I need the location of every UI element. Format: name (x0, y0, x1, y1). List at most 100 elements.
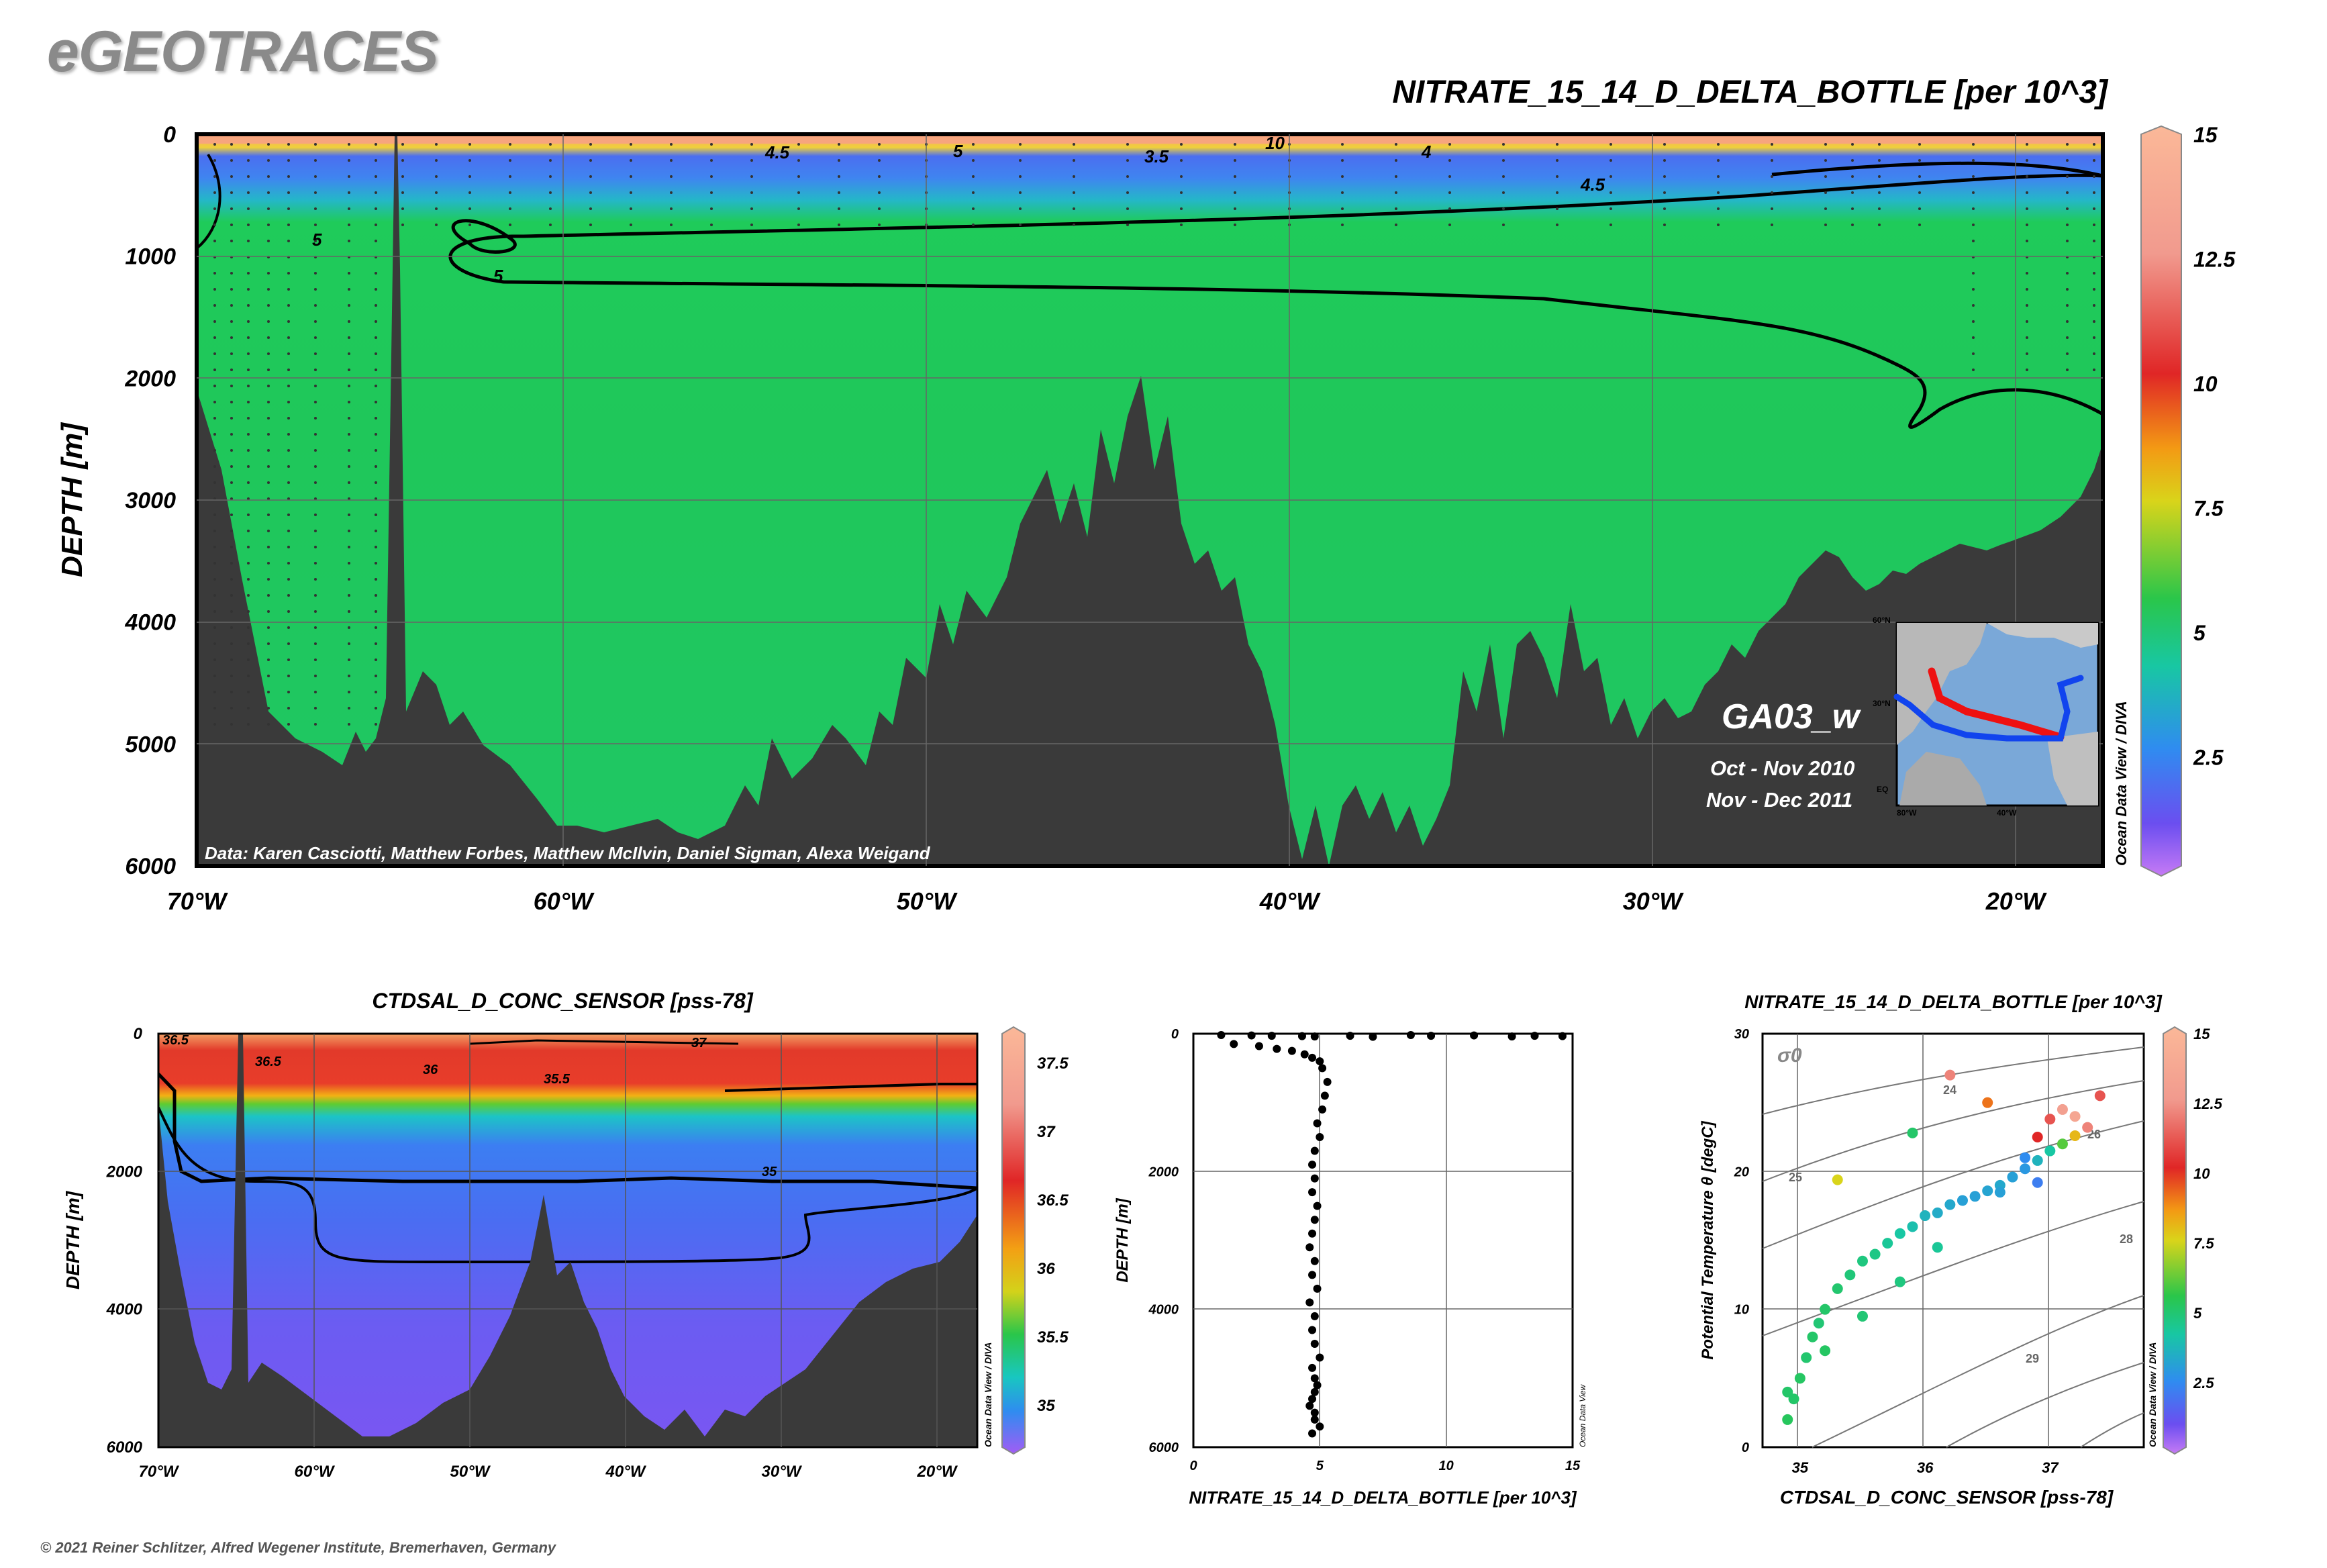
station-dot (375, 240, 377, 242)
station-dot (2066, 207, 2069, 210)
sigma-label: σ0 (1777, 1044, 1802, 1067)
station-dot (509, 191, 511, 194)
main-contour-label-5: 4.5 (1580, 175, 1605, 195)
ts-point (1813, 1318, 1824, 1329)
sal-contour-label-4: 35.5 (544, 1072, 571, 1087)
station-dot (401, 224, 404, 226)
profile-point (1254, 1042, 1263, 1050)
station-dot (230, 352, 233, 355)
station-dot (1234, 191, 1236, 194)
station-dot (1663, 175, 1666, 178)
station-dot (348, 385, 350, 387)
station-dot (838, 224, 840, 226)
station-dot (213, 191, 216, 194)
station-dot (375, 626, 377, 629)
station-dot (267, 497, 270, 500)
station-dot (348, 626, 350, 629)
profile-point (1318, 1064, 1327, 1073)
station-dot (1019, 143, 1022, 146)
station-dot (549, 143, 552, 146)
station-dot (287, 546, 290, 548)
profile-point (1310, 1257, 1319, 1265)
profile-point (1297, 1032, 1306, 1040)
station-dot (375, 546, 377, 548)
station-dot (230, 449, 233, 452)
station-dot (1771, 191, 1773, 194)
station-dot (348, 642, 350, 645)
station-dot (213, 320, 216, 323)
station-dot (348, 513, 350, 516)
station-dot (2093, 336, 2095, 339)
station-dot (2026, 320, 2028, 323)
copyright: © 2021 Reiner Schlitzer, Alfred Wegener … (40, 1539, 556, 1556)
station-dot (1073, 191, 1075, 194)
station-dot (267, 401, 270, 403)
station-dot (348, 272, 350, 275)
profile-point (1273, 1044, 1281, 1053)
ts-point (1807, 1331, 1818, 1342)
station-dot (1717, 175, 1720, 178)
profile-point (1305, 1243, 1314, 1252)
station-dot (509, 143, 511, 146)
station-dot (1341, 224, 1344, 226)
station-dot (1073, 143, 1075, 146)
data-credit: Data: Karen Casciotti, Matthew Forbes, M… (205, 843, 931, 863)
station-dot (230, 481, 233, 484)
profile-point (1316, 1422, 1324, 1431)
station-dot (348, 481, 350, 484)
station-dot (247, 578, 250, 581)
station-dot (267, 530, 270, 532)
station-dot (267, 626, 270, 629)
map-lat-60: 60°N (1873, 616, 1891, 625)
station-dot (2093, 240, 2095, 242)
profile-xtick-0: 0 (1189, 1459, 1197, 1473)
station-dot (2093, 352, 2095, 355)
station-dot (797, 224, 800, 226)
station-dot (1824, 224, 1827, 226)
main-contour-label-2: 5 (953, 141, 963, 161)
station-dot (1717, 159, 1720, 162)
station-dot (314, 240, 317, 242)
station-dot (287, 562, 290, 565)
station-dot (348, 562, 350, 565)
sal-cbar-tick-36.5: 36.5 (1037, 1191, 1069, 1210)
station-dot (1824, 207, 1827, 210)
profile-ytick-6000: 6000 (1149, 1440, 1179, 1455)
sal-xtick-4: 30°W (762, 1463, 803, 1481)
profile-point (1310, 1216, 1319, 1224)
station-dot (670, 159, 673, 162)
station-dot (1502, 143, 1505, 146)
station-dot (287, 224, 290, 226)
station-dot (2066, 143, 2069, 146)
map-lat-30: 30°N (1873, 699, 1891, 708)
station-dot (314, 352, 317, 355)
station-dot (1972, 288, 1975, 291)
station-dot (267, 240, 270, 242)
profile-point (1308, 1271, 1317, 1279)
station-dot (247, 449, 250, 452)
sal-xtick-5: 20°W (917, 1463, 958, 1481)
station-dot (375, 723, 377, 726)
station-dot (710, 159, 713, 162)
isopycnal-label-24: 24 (1943, 1083, 1957, 1097)
station-dot (287, 610, 290, 613)
profile-point (1308, 1229, 1317, 1238)
sal-ytick-2000: 2000 (106, 1163, 143, 1181)
ts-point (2044, 1145, 2056, 1157)
ts-point (1882, 1238, 1893, 1249)
station-dot (375, 675, 377, 677)
station-dot (267, 288, 270, 291)
station-dot (267, 191, 270, 194)
station-dot (287, 658, 290, 661)
station-dot (348, 159, 350, 162)
station-dot (287, 481, 290, 484)
station-dot (375, 401, 377, 403)
station-dot (1502, 159, 1505, 162)
profile-point (1313, 1284, 1322, 1293)
station-dot (314, 610, 317, 613)
station-dot (348, 175, 350, 178)
station-dot (750, 143, 753, 146)
station-dot (375, 143, 377, 146)
cruise-dates-2: Nov - Dec 2011 (1706, 788, 1852, 812)
